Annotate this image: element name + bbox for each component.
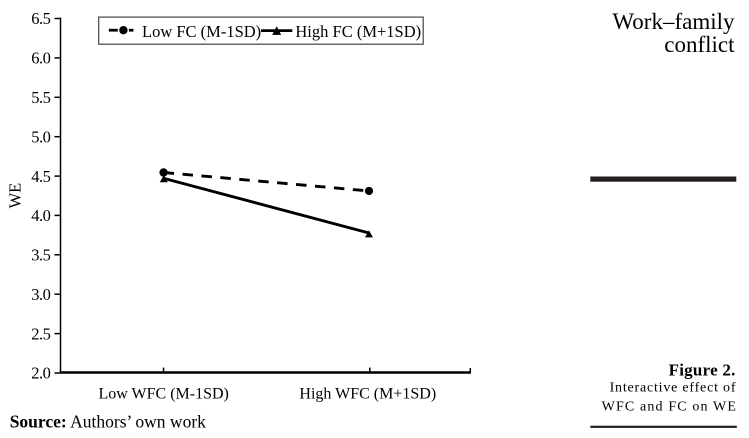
svg-text:Work–family: Work–family xyxy=(612,9,735,34)
svg-text:Low FC (M-1SD): Low FC (M-1SD) xyxy=(142,22,261,41)
svg-text:Interactive effect of: Interactive effect of xyxy=(610,381,737,396)
svg-text:High WFC (M+1SD): High WFC (M+1SD) xyxy=(299,386,436,403)
svg-text:4.0: 4.0 xyxy=(31,206,50,225)
svg-text:3.0: 3.0 xyxy=(31,285,50,304)
svg-text:4.5: 4.5 xyxy=(31,167,50,186)
svg-text:2.0: 2.0 xyxy=(31,364,50,383)
svg-text:6.0: 6.0 xyxy=(31,49,50,68)
svg-text:Low WFC (M-1SD): Low WFC (M-1SD) xyxy=(99,386,229,403)
svg-text:conflict: conflict xyxy=(664,32,735,57)
svg-text:6.5: 6.5 xyxy=(31,9,50,28)
svg-text:WFC and FC on WE: WFC and FC on WE xyxy=(602,400,737,415)
svg-text:WE: WE xyxy=(6,183,25,209)
svg-text:5.0: 5.0 xyxy=(31,127,50,146)
svg-text:High FC (M+1SD): High FC (M+1SD) xyxy=(295,22,421,41)
svg-text:2.5: 2.5 xyxy=(31,324,50,343)
svg-text:Source: Authors’ own work: Source: Authors’ own work xyxy=(10,412,206,432)
svg-text:5.5: 5.5 xyxy=(31,88,50,107)
svg-text:Figure 2.: Figure 2. xyxy=(669,360,736,379)
svg-text:3.5: 3.5 xyxy=(31,246,50,265)
